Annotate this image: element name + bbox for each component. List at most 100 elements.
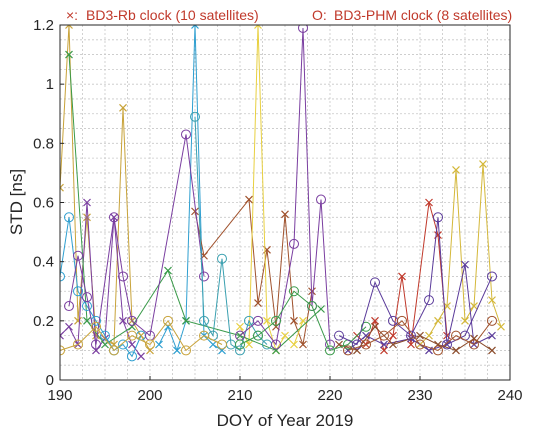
data-point-circle [118,339,128,350]
plot-area [60,25,505,362]
data-point-cross [425,198,433,207]
data-point-circle [73,250,83,261]
data-point-circle [60,271,65,282]
data-point-cross [173,346,181,355]
data-point-circle [253,330,263,341]
data-point-cross [488,296,496,305]
series-7 [416,160,505,349]
data-point-circle [109,212,119,223]
data-point-cross [389,340,397,349]
data-point-cross [380,340,388,349]
data-point-cross [407,340,415,349]
series-15 [235,286,371,356]
data-point-circle [109,345,119,356]
data-point-cross [290,316,298,325]
data-point-circle [118,271,128,282]
data-point-cross [155,340,163,349]
data-point-cross [74,316,82,325]
data-point-circle [253,315,263,326]
y-tick-label: 1.2 [33,17,54,34]
y-tick-label: 0.4 [33,254,54,271]
data-point-cross [119,316,127,325]
data-point-cross [317,305,325,313]
data-point-circle [289,238,299,249]
legend: ×: BD3-Rb clock (10 satellites) O: BD3-P… [66,7,512,23]
data-point-circle [91,339,101,350]
data-point-circle [316,194,326,205]
data-point-circle [199,315,209,326]
data-point-cross [434,316,442,325]
series-14 [60,315,227,356]
x-tick-label: 240 [497,387,522,404]
data-point-circle [271,339,281,350]
series-line [347,320,493,351]
data-point-circle [163,315,173,326]
data-point-circle [451,330,461,341]
data-point-cross [137,352,145,361]
x-axis-label: DOY of Year 2019 [217,411,354,430]
data-point-circle [100,330,110,341]
data-point-circle [235,339,245,350]
data-point-cross [488,346,496,355]
data-point-circle [361,339,371,350]
data-point-cross [497,322,505,331]
legend-marker-rb: ×: [66,7,78,23]
x-tick-label: 200 [137,387,162,404]
data-point-cross [389,331,397,340]
data-point-circle [199,271,209,282]
data-point-cross [371,316,379,325]
data-point-circle [487,315,497,326]
data-point-circle [217,253,227,264]
data-point-circle [397,315,407,326]
data-point-circle [361,321,371,332]
data-point-cross [182,316,190,325]
data-point-circle [307,301,317,312]
data-point-cross [254,25,262,29]
data-point-cross [164,266,172,275]
data-point-cross [371,322,379,331]
data-point-cross [128,340,136,349]
series-line [68,134,205,345]
data-point-cross [209,340,217,349]
series-4 [236,25,307,355]
data-point-cross [191,25,199,29]
data-point-circle [433,345,443,356]
data-point-cross [236,322,244,331]
data-point-cross [263,316,271,325]
x-tick-label: 210 [227,387,252,404]
data-point-circle [415,339,425,350]
data-point-cross [461,316,469,325]
data-point-cross [119,103,127,112]
series-line [239,290,367,352]
data-point-circle [73,286,83,297]
data-point-cross [470,302,478,310]
data-point-cross [461,260,469,269]
data-point-cross [380,346,388,355]
data-point-cross [65,50,73,59]
data-point-circle [127,315,137,326]
data-point-circle [217,339,227,350]
data-point-cross [452,166,460,174]
data-point-circle [64,301,74,312]
data-point-circle [271,315,281,326]
x-tick-labels: 190 200 210 220 230 240 [47,376,523,404]
y-tick-label: 0.2 [33,313,54,330]
data-point-cross [245,340,253,349]
data-point-circle [469,339,479,350]
data-point-cross [191,207,199,216]
data-point-cross [65,25,73,29]
data-point-cross [290,340,298,349]
legend-label-phm: BD3-PHM clock (8 satellites) [334,7,512,23]
data-point-circle [487,271,497,282]
data-point-cross [479,160,487,168]
data-point-cross [416,331,424,340]
series-line [419,164,502,345]
y-tick-label: 0 [46,372,54,389]
data-point-circle [370,277,380,288]
data-point-cross [83,198,91,207]
data-point-circle [424,295,434,306]
data-point-cross [488,331,496,340]
y-tick-labels: 0 0.2 0.4 0.6 0.8 1 1.2 [33,17,64,389]
data-point-cross [83,316,91,325]
